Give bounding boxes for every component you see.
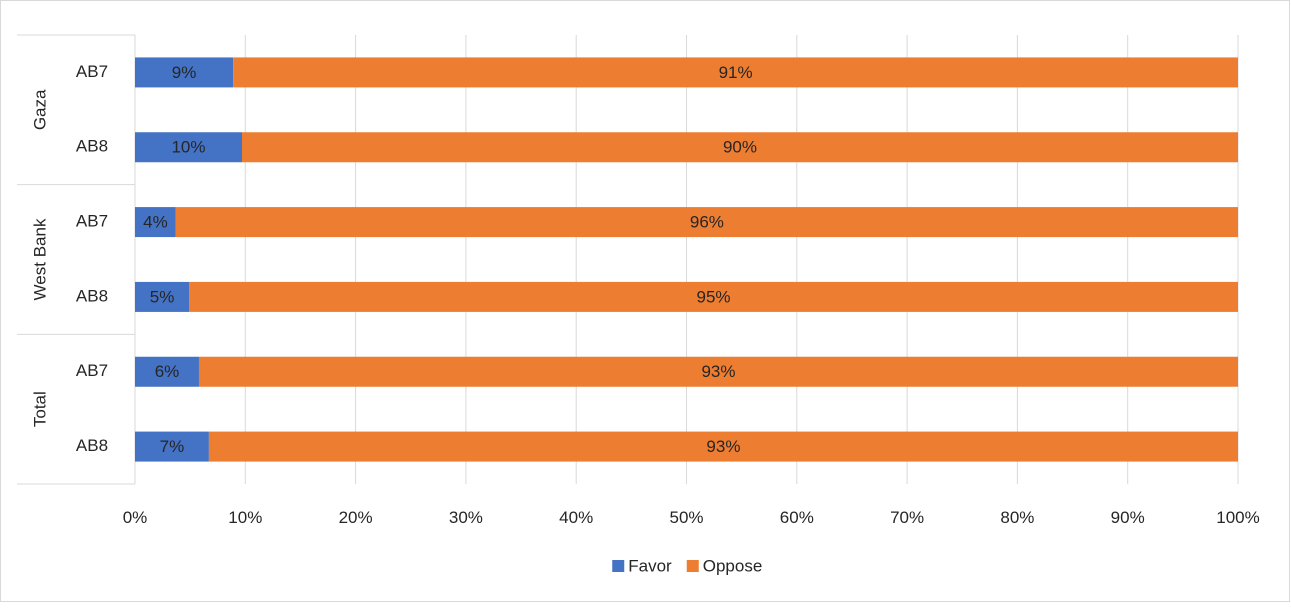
group-label: West Bank (30, 218, 49, 300)
bar-segment-oppose (189, 281, 1238, 312)
group-label: Total (30, 391, 49, 427)
bar-segment-oppose (208, 431, 1238, 462)
x-tick-label: 40% (559, 508, 593, 527)
bar-segment-favor (135, 207, 176, 238)
x-tick-label: 20% (339, 508, 373, 527)
data-label: 93% (706, 437, 740, 456)
category-label: AB8 (76, 436, 108, 455)
x-tick-label: 80% (1000, 508, 1034, 527)
data-label: 96% (690, 213, 724, 232)
data-label: 91% (719, 63, 753, 82)
data-label: 10% (171, 138, 205, 157)
bar-segment-favor (135, 281, 190, 312)
x-tick-label: 100% (1216, 508, 1259, 527)
category-label: AB7 (76, 361, 108, 380)
bar-segment-oppose (233, 57, 1239, 88)
legend-label: Favor (628, 556, 672, 575)
data-label: 95% (697, 287, 731, 306)
legend-swatch (612, 560, 625, 572)
bar-segment-oppose (198, 356, 1238, 387)
category-label: AB8 (76, 137, 108, 156)
data-label: 6% (155, 362, 180, 381)
data-label: 93% (701, 362, 735, 381)
bar-segment-favor (135, 431, 209, 462)
bar-segment-favor (135, 57, 234, 88)
legend-swatch (686, 560, 699, 572)
legend-label: Oppose (703, 556, 763, 575)
x-tick-label: 90% (1111, 508, 1145, 527)
x-tick-label: 70% (890, 508, 924, 527)
bar-segment-oppose (175, 207, 1238, 238)
category-label: AB8 (76, 286, 108, 305)
category-label: AB7 (76, 212, 108, 231)
data-label: 4% (143, 213, 168, 232)
x-tick-label: 0% (123, 508, 148, 527)
x-tick-label: 30% (449, 508, 483, 527)
data-label: 5% (150, 287, 175, 306)
bar-segment-favor (135, 356, 199, 387)
x-tick-label: 50% (669, 508, 703, 527)
bar-segment-oppose (241, 132, 1239, 163)
data-label: 90% (723, 138, 757, 157)
data-label: 7% (160, 437, 185, 456)
x-tick-label: 10% (228, 508, 262, 527)
category-label: AB7 (76, 62, 108, 81)
bar-segment-favor (135, 132, 242, 163)
x-tick-label: 60% (780, 508, 814, 527)
data-label: 9% (172, 63, 197, 82)
group-label: Gaza (30, 89, 49, 130)
